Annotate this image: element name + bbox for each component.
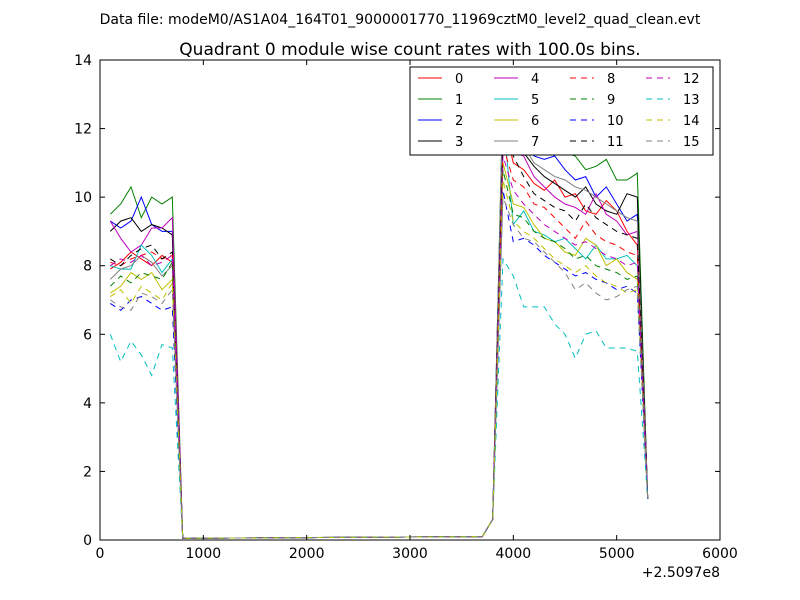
- legend-label-13: 13: [683, 93, 700, 108]
- y-tick-label: 4: [83, 396, 92, 412]
- series-line-6: [110, 162, 649, 539]
- y-tick-label: 8: [83, 259, 92, 275]
- y-tick-label: 12: [74, 122, 92, 138]
- legend-label-7: 7: [531, 135, 539, 150]
- legend-label-9: 9: [607, 93, 615, 108]
- x-tick-label: 0: [96, 546, 105, 562]
- series-line-9: [109, 169, 649, 539]
- x-tick-label: 4000: [496, 546, 532, 562]
- figure-suptitle: Data file: modeM0/AS1A04_164T01_90000017…: [100, 12, 701, 28]
- legend-label-15: 15: [683, 135, 700, 150]
- y-tick-label: 2: [83, 464, 92, 480]
- legend-label-4: 4: [531, 72, 539, 87]
- series-line-10: [110, 190, 649, 539]
- legend-label-10: 10: [607, 114, 624, 129]
- legend-label-3: 3: [455, 135, 463, 150]
- series-line-4: [109, 128, 649, 539]
- series-line-15: [110, 196, 649, 539]
- legend-label-11: 11: [607, 135, 624, 150]
- y-tick-label: 14: [74, 53, 92, 69]
- legend-label-8: 8: [607, 72, 615, 87]
- x-tick-label: 5000: [599, 546, 635, 562]
- series-line-8: [110, 145, 649, 539]
- legend-label-1: 1: [455, 93, 463, 108]
- x-tick-label: 2000: [289, 546, 325, 562]
- series-line-2: [110, 100, 649, 539]
- series-line-5: [110, 118, 649, 539]
- series-line-1: [109, 90, 649, 539]
- series-line-7: [109, 97, 649, 539]
- series-line-14: [110, 179, 649, 539]
- series-line-11: [110, 135, 649, 539]
- x-tick-label: 6000: [702, 546, 738, 562]
- legend-label-6: 6: [531, 114, 539, 129]
- y-tick-label: 6: [83, 327, 92, 343]
- legend-label-14: 14: [683, 114, 700, 129]
- series-line-0: [110, 118, 649, 539]
- legend-label-0: 0: [455, 72, 463, 87]
- chart-title: Quadrant 0 module wise count rates with …: [179, 40, 640, 60]
- x-offset-label: +2.5097e8: [642, 565, 720, 581]
- x-tick-label: 1000: [186, 546, 222, 562]
- legend-label-12: 12: [683, 72, 700, 87]
- x-tick-label: 3000: [392, 546, 428, 562]
- y-tick-label: 10: [74, 190, 92, 206]
- series-lines: [109, 90, 649, 541]
- series-line-13: [109, 257, 649, 539]
- y-tick-label: 0: [83, 533, 92, 549]
- series-line-3: [109, 121, 649, 539]
- legend-box: [409, 66, 714, 156]
- series-line-12: [110, 155, 649, 539]
- legend-label-2: 2: [455, 114, 463, 129]
- legend-label-5: 5: [531, 93, 539, 108]
